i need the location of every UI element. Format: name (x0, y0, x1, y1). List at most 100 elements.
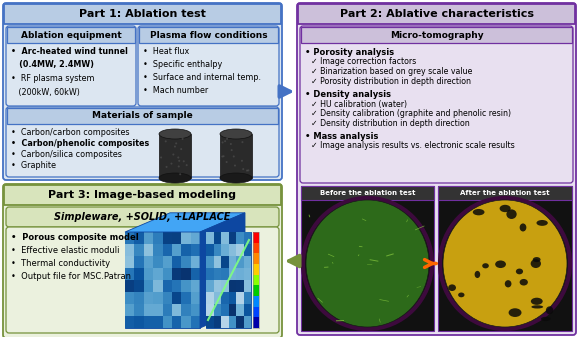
Ellipse shape (246, 170, 248, 172)
Bar (153, 304, 163, 316)
Bar (236, 304, 244, 316)
Bar (134, 292, 144, 304)
Bar (125, 232, 200, 328)
Bar (253, 232, 259, 243)
FancyBboxPatch shape (3, 184, 282, 337)
Bar (134, 316, 144, 328)
Bar (181, 268, 190, 280)
Bar (221, 292, 229, 304)
Bar (163, 244, 172, 256)
Ellipse shape (233, 155, 234, 157)
Bar (301, 186, 434, 331)
Bar (229, 304, 236, 316)
Ellipse shape (475, 271, 480, 278)
FancyBboxPatch shape (138, 26, 279, 106)
Bar (214, 268, 221, 280)
Bar (236, 268, 244, 280)
Bar (144, 292, 153, 304)
Bar (134, 244, 144, 256)
Bar (301, 186, 434, 200)
Text: Part 3: Image-based modeling: Part 3: Image-based modeling (49, 190, 236, 200)
Bar (163, 280, 172, 292)
Bar (214, 232, 221, 244)
Bar (253, 232, 259, 328)
Bar (172, 268, 181, 280)
Bar (253, 243, 259, 253)
Text: •  Mach number: • Mach number (143, 86, 208, 95)
Text: ✓ Image analysis results vs. electronic scale results: ✓ Image analysis results vs. electronic … (311, 142, 515, 151)
Text: •  Carbon/silica composites: • Carbon/silica composites (11, 150, 122, 159)
Bar (244, 316, 251, 328)
Text: •  Output file for MSC.Patran: • Output file for MSC.Patran (11, 272, 131, 281)
Text: Part 2: Ablative characteristics: Part 2: Ablative characteristics (339, 9, 533, 19)
Bar (153, 280, 163, 292)
Bar (229, 256, 236, 268)
FancyBboxPatch shape (6, 107, 279, 177)
FancyBboxPatch shape (6, 26, 136, 106)
Bar (214, 292, 221, 304)
Bar (125, 256, 134, 268)
Bar (181, 232, 190, 244)
Text: Before the ablation test: Before the ablation test (320, 190, 415, 196)
Text: Materials of sample: Materials of sample (92, 112, 193, 121)
FancyBboxPatch shape (3, 3, 282, 180)
Text: Ablation equipment: Ablation equipment (21, 31, 122, 39)
Bar (172, 244, 181, 256)
Ellipse shape (226, 161, 228, 163)
Ellipse shape (178, 160, 180, 162)
Bar (206, 268, 214, 280)
Bar (244, 292, 251, 304)
Bar (181, 256, 190, 268)
Bar (144, 316, 153, 328)
Bar (134, 232, 144, 244)
Bar (163, 316, 172, 328)
Ellipse shape (519, 279, 528, 285)
Bar (244, 232, 251, 244)
Bar (163, 232, 172, 244)
Bar (125, 316, 134, 328)
Bar (172, 316, 181, 328)
Bar (190, 280, 200, 292)
Ellipse shape (516, 269, 523, 274)
Text: Micro-tomography: Micro-tomography (390, 31, 483, 39)
Bar (214, 304, 221, 316)
Bar (153, 244, 163, 256)
Bar (134, 256, 144, 268)
Bar (153, 232, 163, 244)
Text: •  Porous composite model: • Porous composite model (11, 233, 139, 242)
Bar (172, 304, 181, 316)
Bar (229, 232, 236, 244)
Ellipse shape (230, 149, 233, 151)
Bar (236, 256, 244, 268)
Ellipse shape (507, 209, 516, 219)
Ellipse shape (175, 143, 177, 144)
Bar (221, 268, 229, 280)
Ellipse shape (178, 165, 179, 167)
Bar (253, 296, 259, 307)
Bar (159, 134, 191, 178)
Bar (253, 275, 259, 285)
Ellipse shape (306, 200, 429, 327)
Bar (190, 316, 200, 328)
Text: •  Arc-heated wind tunnel: • Arc-heated wind tunnel (11, 47, 128, 56)
Bar (206, 280, 214, 292)
Text: •  Carbon/carbon composites: • Carbon/carbon composites (11, 128, 130, 137)
Bar (229, 292, 236, 304)
Bar (221, 316, 229, 328)
Bar (181, 244, 190, 256)
Ellipse shape (182, 138, 184, 140)
Bar (190, 256, 200, 268)
Ellipse shape (220, 173, 252, 183)
Bar (163, 268, 172, 280)
Text: (200kW, 60kW): (200kW, 60kW) (11, 88, 80, 96)
Bar (190, 268, 200, 280)
Text: •  Thermal conductivity: • Thermal conductivity (11, 259, 110, 268)
Bar (229, 316, 236, 328)
Bar (153, 268, 163, 280)
Bar (236, 280, 244, 292)
Bar (221, 256, 229, 268)
Bar (214, 280, 221, 292)
Bar (7, 27, 135, 43)
Bar (163, 256, 172, 268)
Text: • Density analysis: • Density analysis (305, 90, 391, 99)
